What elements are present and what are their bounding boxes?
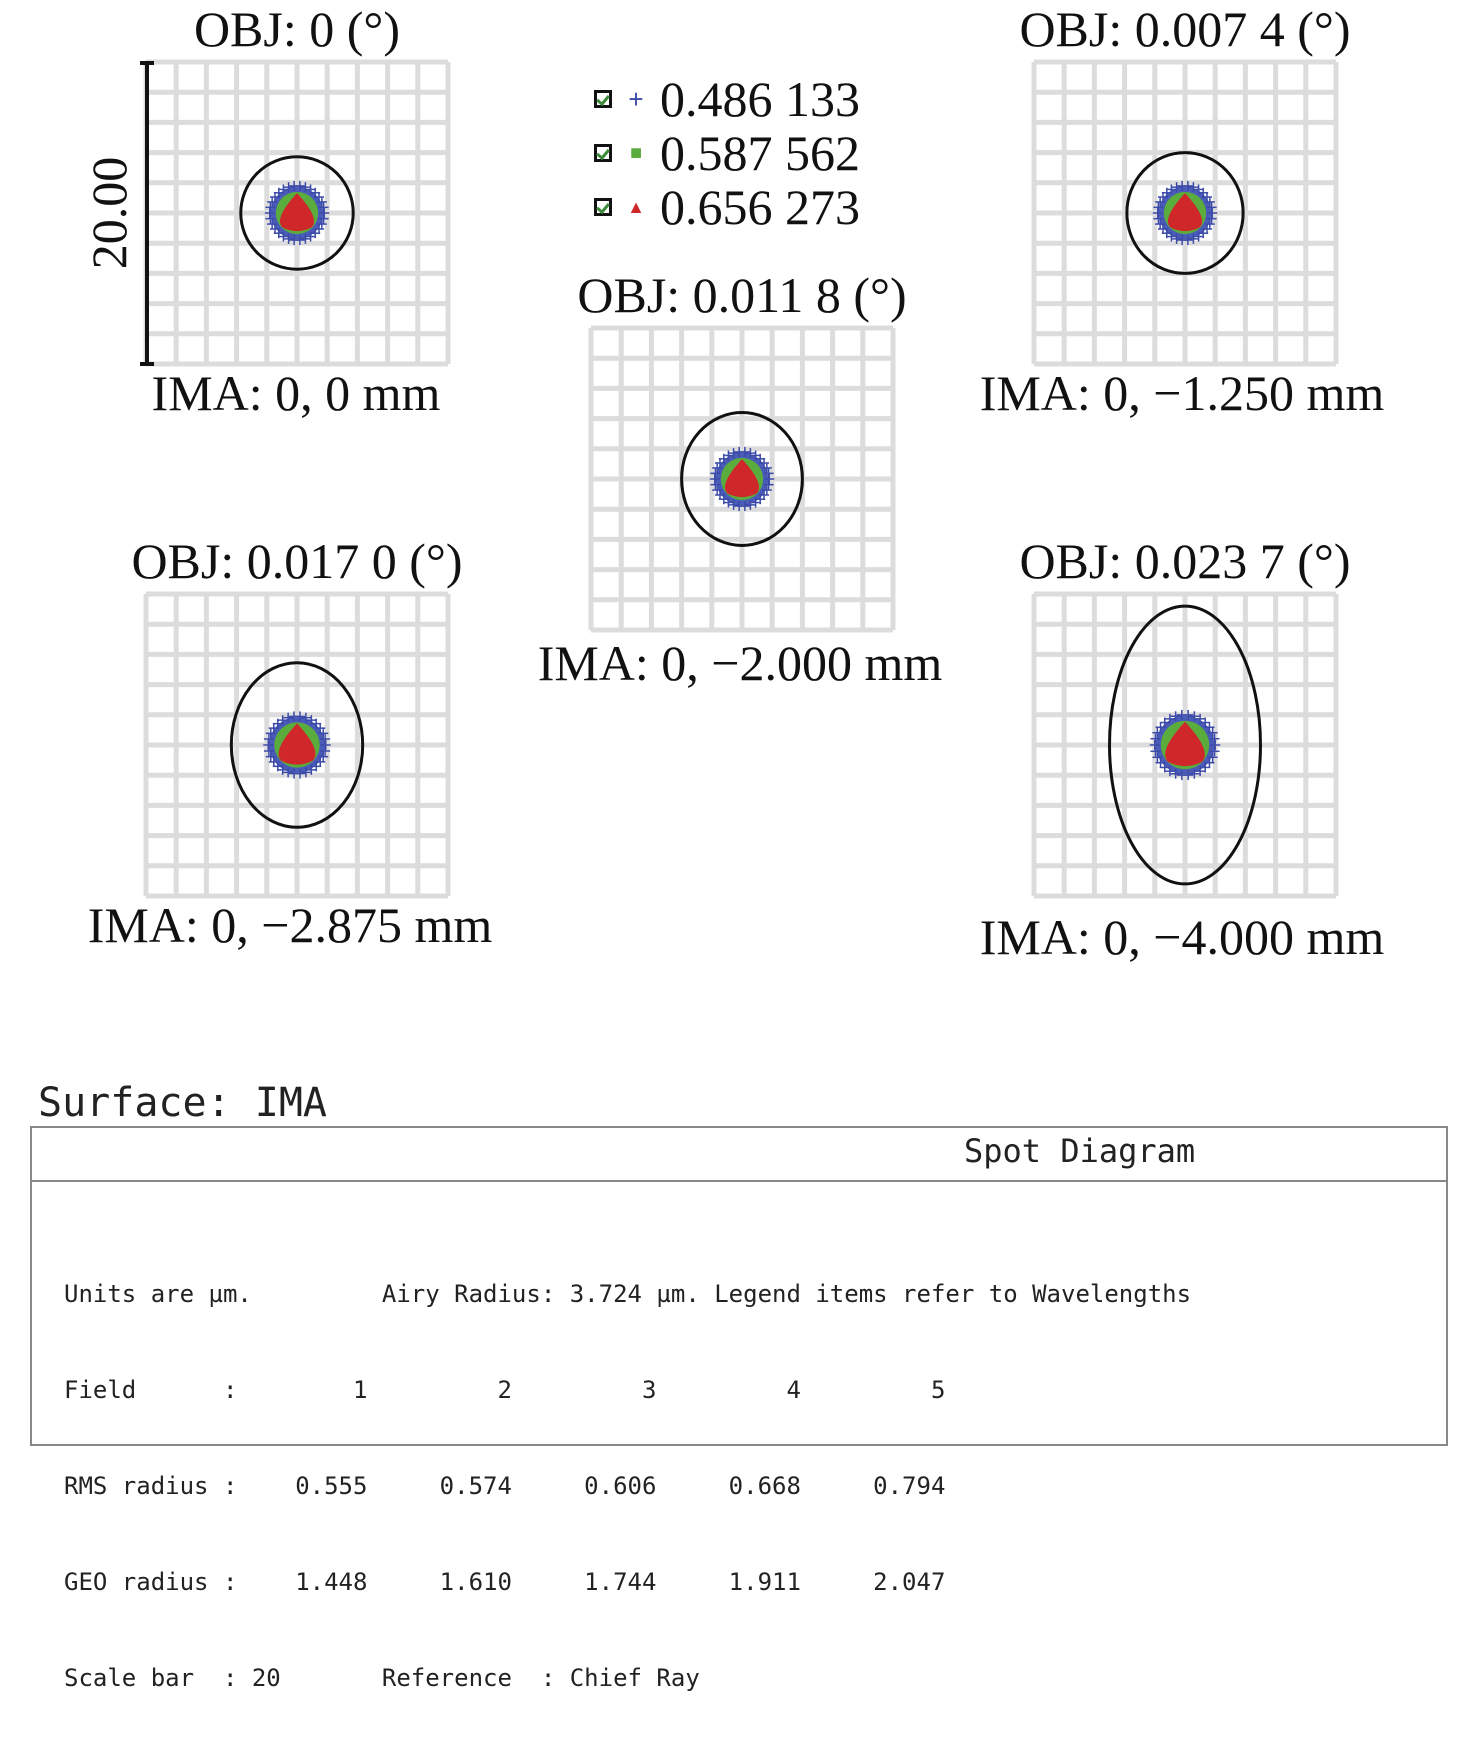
airy-disk — [680, 411, 804, 547]
field-obj-label: OBJ: 0.017 0 (°) — [131, 533, 463, 589]
airy-disk — [1108, 604, 1262, 886]
airy-disk — [1125, 151, 1245, 275]
spot-plot-field-4 — [143, 591, 451, 899]
legend-label: 0.587 562 — [660, 125, 860, 181]
field-obj-label: OBJ: 0.011 8 (°) — [577, 267, 907, 323]
field-ima-label: IMA: 0, −2.875 mm — [87, 897, 493, 953]
checkbox-icon[interactable] — [594, 198, 612, 216]
field-ima-label: IMA: 0, −1.250 mm — [979, 365, 1385, 421]
checkbox-icon[interactable] — [594, 90, 612, 108]
checkbox-icon[interactable] — [594, 144, 612, 162]
spot-plot-field-1 — [143, 59, 451, 367]
field-ima-label: IMA: 0, −4.000 mm — [979, 909, 1385, 965]
field-ima-label: IMA: 0, 0 mm — [151, 365, 441, 421]
spot-wavelength-3 — [724, 459, 760, 498]
legend-item[interactable]: + 0.486 133 — [594, 71, 860, 127]
scale-bar-row: Scale bar : 20 Reference : Chief Ray — [64, 1664, 700, 1692]
info-panel-body: Units are µm. Airy Radius: 3.724 µm. Leg… — [64, 1214, 1191, 1758]
legend-item[interactable]: ■ 0.587 562 — [594, 125, 860, 181]
legend: + 0.486 133 ■ 0.587 562 ▲ 0.656 273 — [594, 71, 860, 235]
field-row: Field : 1 2 3 4 5 — [64, 1376, 946, 1404]
spot-wavelength-3 — [279, 193, 315, 232]
airy-disk — [229, 661, 365, 829]
spot-plot-field-2 — [1031, 59, 1339, 367]
surface-label: Surface: IMA — [38, 1080, 327, 1126]
spot-wavelength-3 — [1167, 193, 1203, 232]
spot-wavelength-3 — [278, 723, 316, 765]
scale-bar: 20.00 — [81, 61, 154, 366]
legend-item[interactable]: ▲ 0.656 273 — [594, 179, 860, 235]
legend-label: 0.486 133 — [660, 71, 860, 127]
field-obj-label: OBJ: 0 (°) — [193, 1, 401, 57]
field-obj-label: OBJ: 0.007 4 (°) — [1019, 1, 1351, 57]
spot-wavelength-3 — [1165, 721, 1205, 767]
triangle-icon: ▲ — [627, 196, 645, 217]
field-obj-label: OBJ: 0.023 7 (°) — [1019, 533, 1351, 589]
airy-disk — [239, 155, 355, 271]
spot-diagram-plots: 20.00 — [81, 59, 1339, 899]
spot-plot-field-5 — [1031, 591, 1339, 899]
units-line: Units are µm. Airy Radius: 3.724 µm. Leg… — [64, 1280, 1192, 1308]
geo-radius-row: GEO radius : 1.448 1.610 1.744 1.911 2.0… — [64, 1568, 946, 1596]
plus-icon: + — [628, 83, 644, 114]
info-panel-header: Spot Diagram — [32, 1128, 1446, 1182]
info-panel-title: Spot Diagram — [964, 1132, 1196, 1170]
spot-plot-field-3 — [588, 325, 896, 633]
scale-bar-label: 20.00 — [81, 157, 137, 270]
info-panel: Spot Diagram Units are µm. Airy Radius: … — [30, 1126, 1448, 1692]
square-icon: ■ — [629, 141, 643, 164]
rms-radius-row: RMS radius : 0.555 0.574 0.606 0.668 0.7… — [64, 1472, 946, 1500]
field-ima-label: IMA: 0, −2.000 mm — [537, 635, 943, 691]
legend-label: 0.656 273 — [660, 179, 860, 235]
